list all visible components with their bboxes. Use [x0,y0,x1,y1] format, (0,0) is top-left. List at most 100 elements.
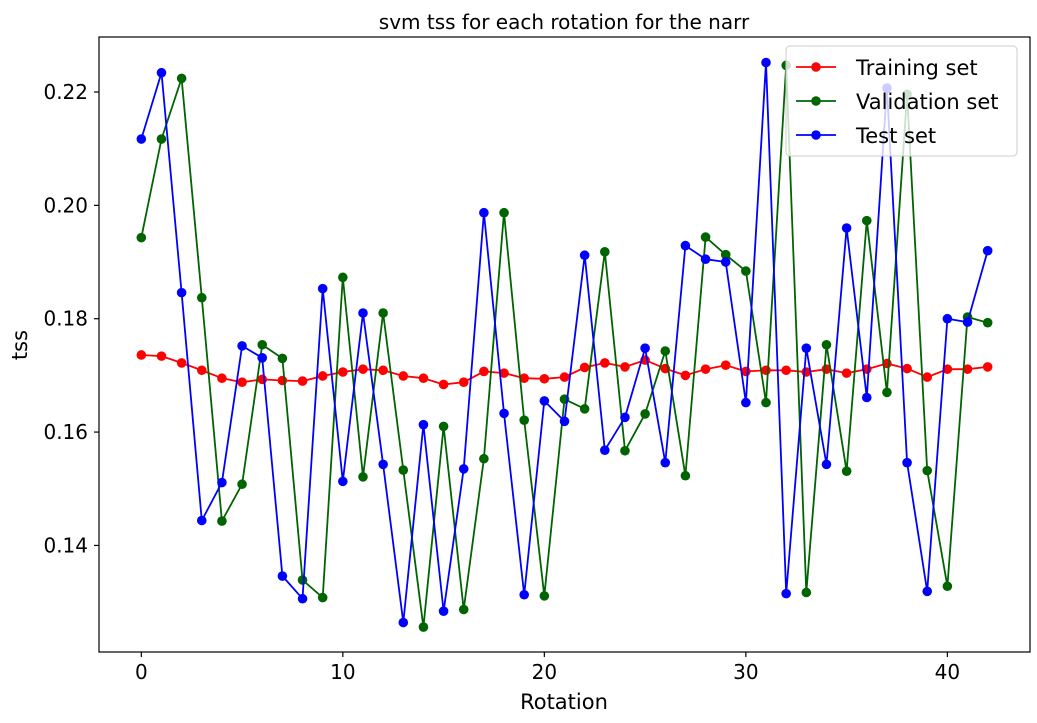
x-axis-label: Rotation [520,690,608,714]
training-set-point [156,351,167,361]
test-set-point [922,586,933,597]
test-set-point [519,589,529,600]
training-set-point [438,379,449,390]
training-set-point [277,375,288,386]
validation-set-point [579,404,590,414]
test-set-point [418,419,429,430]
validation-set-legend-marker [811,96,821,106]
validation-set-point [640,409,650,419]
training-set-point [600,358,610,368]
test-set-point [801,343,812,353]
test-set-point [458,464,469,474]
training-set-point [418,373,429,384]
validation-set-point [499,207,509,218]
training-set-point [982,362,993,372]
legend: Training set Validation set Test set [785,45,1018,157]
test-set-point [297,593,308,604]
validation-set-point [539,591,550,601]
test-set-point [861,392,872,403]
validation-set-point [620,445,630,456]
validation-set-point [801,587,812,598]
training-set-point [196,365,207,376]
test-set-point [841,223,852,233]
validation-set-point [196,292,207,303]
validation-set-point [277,353,288,364]
series-layer [136,57,993,632]
test-set-point [720,257,731,267]
test-set-point [499,408,509,419]
test-set-point [640,343,650,353]
test-set-point [277,571,288,581]
training-set-point [841,368,852,378]
training-set-point [942,364,953,374]
validation-set-point [398,465,409,475]
validation-set-point [882,387,892,398]
test-set-point [176,287,187,298]
training-set-point [358,364,368,374]
test-set-point [398,617,409,628]
validation-set-point [982,317,993,328]
validation-set-point [317,592,328,603]
training-set-point [902,363,912,374]
test-set-point [942,313,953,324]
training-set-point [479,366,489,377]
test-set-point [358,308,368,318]
training-set-point [781,365,791,376]
training-set-point [458,377,469,387]
validation-set-point [600,247,610,257]
test-set-point [579,250,590,261]
validation-set-point [358,472,368,482]
validation-set-point [861,215,872,226]
test-set-point [660,457,671,468]
validation-set-point [922,465,933,476]
validation-set-point [741,266,751,276]
validation-set-point [378,308,388,318]
validation-set-point [136,232,147,243]
validation-set-point [176,73,187,84]
validation-set-point [458,604,469,615]
validation-set-point [338,272,348,283]
test-set-point [438,606,449,616]
validation-set-point [700,232,711,242]
training-set-legend-marker [811,62,821,72]
x-tick-label: 30 [733,660,758,684]
test-set-legend-marker [811,130,821,140]
test-set-point [237,341,247,351]
test-set-point [680,240,691,251]
training-set-point [680,370,691,381]
test-set-point [217,477,227,488]
training-set-point [761,365,771,376]
validation-set-point [257,339,268,350]
test-set-point [741,397,751,408]
y-tick-label: 0.18 [43,307,88,331]
training-set-point [559,372,570,382]
validation-set-point [156,134,167,144]
training-set-point [217,373,227,384]
test-set-point [821,459,832,470]
training-set-point [579,362,590,373]
y-axis: 0.14 0.16 0.18 0.20 0.22 [43,80,99,557]
test-set-point [781,588,791,599]
training-set-point [922,372,933,382]
training-set-point [398,371,409,381]
validation-set-point [438,421,449,432]
test-set-point [257,353,268,363]
test-set-point [378,459,388,470]
training-set-point [297,376,308,386]
training-set-point [317,371,328,381]
test-set-point [962,317,973,327]
y-tick-label: 0.22 [43,80,88,104]
x-tick-label: 0 [135,660,148,684]
validation-set-point [942,581,953,592]
y-tick-label: 0.20 [43,193,88,217]
training-set-point [720,360,731,370]
x-tick-label: 40 [935,660,960,684]
legend-box [785,45,1018,157]
test-set-point [539,396,550,406]
test-set-point [700,254,711,264]
test-set-point [338,476,348,487]
chart-title: svm tss for each rotation for the narr [379,10,750,34]
training-set-point [962,364,973,374]
test-set-point [136,134,147,144]
